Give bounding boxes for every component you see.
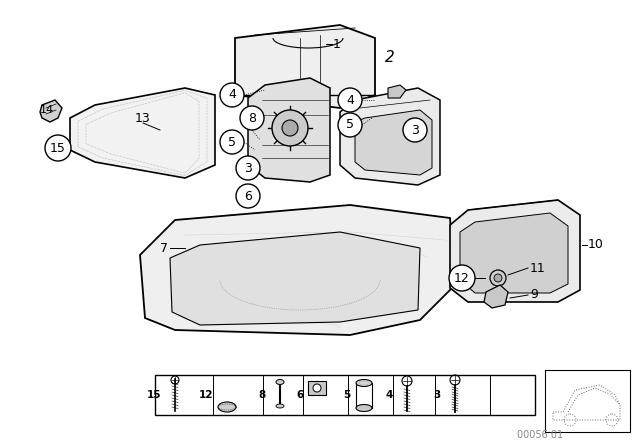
Polygon shape: [484, 285, 508, 308]
Text: 4: 4: [228, 89, 236, 102]
Circle shape: [220, 130, 244, 154]
Text: 1: 1: [333, 38, 341, 51]
Ellipse shape: [276, 379, 284, 384]
Circle shape: [272, 110, 308, 146]
Text: 12: 12: [454, 271, 470, 284]
Polygon shape: [460, 213, 568, 293]
Circle shape: [490, 270, 506, 286]
Text: 6: 6: [244, 190, 252, 202]
Circle shape: [236, 184, 260, 208]
Text: 12: 12: [198, 390, 213, 400]
Text: 13: 13: [135, 112, 151, 125]
Polygon shape: [235, 25, 375, 108]
Polygon shape: [40, 100, 62, 122]
Polygon shape: [140, 205, 455, 335]
Bar: [308, 381, 326, 395]
Ellipse shape: [276, 404, 284, 408]
Polygon shape: [170, 232, 420, 325]
Circle shape: [282, 120, 298, 136]
Text: 15: 15: [147, 390, 161, 400]
Text: 14: 14: [40, 105, 54, 115]
Circle shape: [338, 88, 362, 112]
Text: 10: 10: [588, 238, 604, 251]
Text: 9: 9: [530, 289, 538, 302]
Text: 8: 8: [248, 112, 256, 125]
Circle shape: [313, 384, 321, 392]
Polygon shape: [450, 200, 580, 302]
Text: 8: 8: [259, 390, 266, 400]
Circle shape: [449, 265, 475, 291]
Polygon shape: [70, 88, 215, 178]
Text: 15: 15: [50, 142, 66, 155]
Circle shape: [45, 135, 71, 161]
Ellipse shape: [356, 405, 372, 412]
Text: 6: 6: [297, 390, 304, 400]
Text: 5: 5: [228, 135, 236, 148]
Circle shape: [403, 118, 427, 142]
Polygon shape: [340, 88, 440, 185]
Text: 7: 7: [160, 241, 168, 254]
Circle shape: [236, 156, 260, 180]
Text: 2: 2: [385, 51, 395, 65]
Bar: [155, 375, 535, 415]
Circle shape: [494, 274, 502, 282]
Polygon shape: [248, 78, 330, 182]
Polygon shape: [355, 110, 432, 175]
Text: 3: 3: [244, 161, 252, 175]
Text: 5: 5: [343, 390, 350, 400]
Text: 4: 4: [346, 94, 354, 107]
Text: 4: 4: [386, 390, 393, 400]
Circle shape: [220, 83, 244, 107]
Text: 3: 3: [411, 124, 419, 137]
Text: 11: 11: [530, 262, 546, 275]
Ellipse shape: [218, 402, 236, 412]
Polygon shape: [388, 85, 406, 98]
Ellipse shape: [356, 379, 372, 387]
Circle shape: [240, 106, 264, 130]
Circle shape: [338, 113, 362, 137]
Text: 5: 5: [346, 119, 354, 132]
Bar: [545, 370, 630, 432]
Text: 00056 01: 00056 01: [517, 430, 563, 440]
Text: 3: 3: [434, 390, 441, 400]
